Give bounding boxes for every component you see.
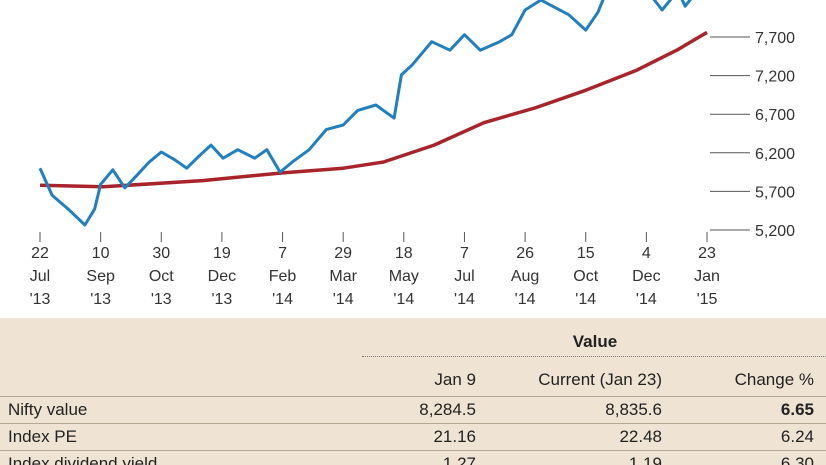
table-cell: 6.24: [780, 427, 814, 446]
x-tick-label: 10 Sep '13: [86, 245, 115, 308]
y-tick-label: 6,200: [755, 146, 795, 163]
row-label: Index PE: [8, 427, 77, 446]
line-series: [38, 0, 692, 227]
x-tick-label: 26 Aug '14: [511, 245, 539, 308]
x-tick-label: 30 Oct '13: [149, 245, 174, 308]
row-divider: [0, 450, 826, 451]
row-divider: [0, 423, 826, 424]
divider: [362, 356, 826, 357]
y-tick-label: 5,700: [755, 184, 795, 201]
x-tick-label: 7 Jul '14: [454, 245, 475, 308]
y-tick-label: 6,700: [755, 107, 795, 124]
x-tick-label: 19 Dec '13: [208, 245, 236, 308]
x-tick-label: 29 Mar '14: [329, 245, 357, 308]
table-cell: 6.30: [780, 454, 814, 465]
y-tick-label: 5,200: [755, 223, 795, 240]
row-label: Index dividend yield: [8, 454, 158, 465]
table-cell: 1.27: [442, 454, 476, 465]
x-tick-label: 4 Dec '14: [632, 245, 660, 308]
x-tick-label: 15 Oct '14: [573, 245, 598, 308]
x-tick-label: 23 Jan '15: [694, 245, 720, 308]
x-tick-label: 7 Feb '14: [269, 245, 297, 308]
table-cell: 8,284.5: [419, 400, 476, 419]
y-tick-label: 7,700: [755, 30, 795, 47]
column-header: Current (Jan 23): [538, 370, 662, 389]
x-tick-label: 18 May '14: [389, 245, 419, 308]
table-cell: 22.48: [619, 427, 662, 446]
column-header: Change %: [734, 370, 814, 389]
table-cell: 1.19: [628, 454, 662, 465]
y-tick-label: 7,200: [755, 69, 795, 86]
row-label: Nifty value: [8, 400, 88, 419]
chart: 5,200 5,700 6,200 6,700 7,200 7,700 22 Jul '13 10…: [30, 0, 795, 308]
row-divider: [0, 396, 826, 397]
plot-area: [38, 0, 708, 227]
x-tick-label: 22 Jul '13: [30, 245, 51, 308]
table-cell: 21.16: [433, 427, 476, 446]
table-cell: 8,835.6: [605, 400, 662, 419]
line-series: [39, 30, 708, 189]
column-header: Jan 9: [434, 370, 476, 389]
group-header: Value: [572, 332, 618, 351]
table-cell: 6.65: [780, 400, 814, 419]
table: Value Jan 9 Current (Jan 23) Change % Ni…: [0, 318, 826, 465]
